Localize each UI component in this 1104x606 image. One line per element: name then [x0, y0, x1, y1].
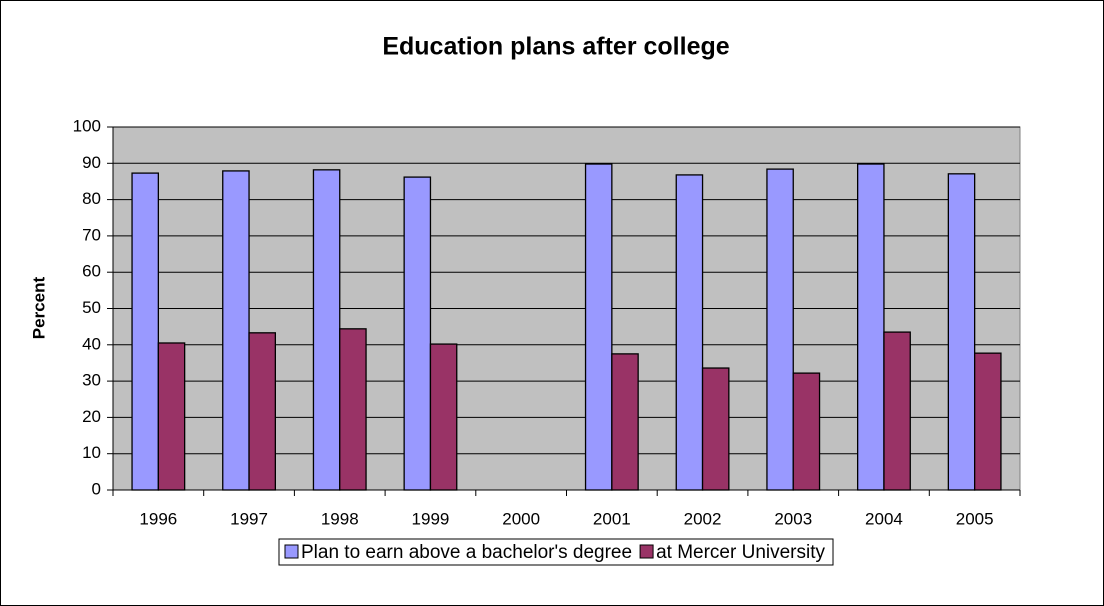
- bar: [675, 174, 704, 491]
- bar: [222, 170, 250, 491]
- bar: [766, 168, 794, 491]
- legend-label: at Mercer University: [656, 542, 825, 563]
- y-tick-label: 90: [82, 153, 101, 172]
- x-tick-label: 1997: [230, 509, 268, 528]
- x-tick-label: 1999: [412, 509, 450, 528]
- bar: [248, 332, 277, 491]
- bar: [974, 352, 1002, 491]
- x-tick-label: 2000: [502, 509, 540, 528]
- y-tick-label: 100: [73, 116, 101, 135]
- x-tick-label: 2004: [865, 509, 903, 528]
- bar: [403, 176, 432, 491]
- x-tick-label: 2003: [774, 509, 812, 528]
- legend-swatch: [284, 544, 299, 559]
- x-tick-label: 2002: [684, 509, 722, 528]
- chart-title: Education plans after college: [382, 33, 729, 61]
- y-tick-label: 30: [82, 371, 101, 390]
- y-tick-label: 40: [82, 334, 101, 353]
- bar: [339, 328, 367, 491]
- y-tick-label: 80: [82, 189, 101, 208]
- legend-label: Plan to earn above a bachelor's degree: [301, 542, 632, 563]
- bar: [131, 172, 159, 491]
- bar: [312, 169, 341, 491]
- x-tick-label: 2001: [593, 509, 631, 528]
- legend: [278, 538, 834, 566]
- bar: [792, 372, 821, 491]
- y-tick-label: 20: [82, 407, 101, 426]
- y-axis-label: Percent: [29, 276, 48, 339]
- x-tick-label: 1998: [321, 509, 359, 528]
- y-tick-label: 60: [82, 262, 101, 281]
- bar: [584, 163, 613, 491]
- bar: [947, 173, 976, 491]
- y-tick-label: 0: [92, 479, 101, 498]
- bar: [429, 343, 458, 491]
- y-tick-label: 70: [82, 225, 101, 244]
- bar: [157, 342, 186, 491]
- x-tick-label: 2005: [956, 509, 994, 528]
- legend-swatch: [639, 544, 654, 559]
- x-tick-label: 1996: [139, 509, 177, 528]
- y-tick-label: 10: [82, 443, 101, 462]
- bar: [611, 353, 639, 491]
- bar: [883, 331, 911, 491]
- bar: [856, 163, 885, 491]
- bar: [701, 367, 730, 491]
- y-tick-label: 50: [82, 298, 101, 317]
